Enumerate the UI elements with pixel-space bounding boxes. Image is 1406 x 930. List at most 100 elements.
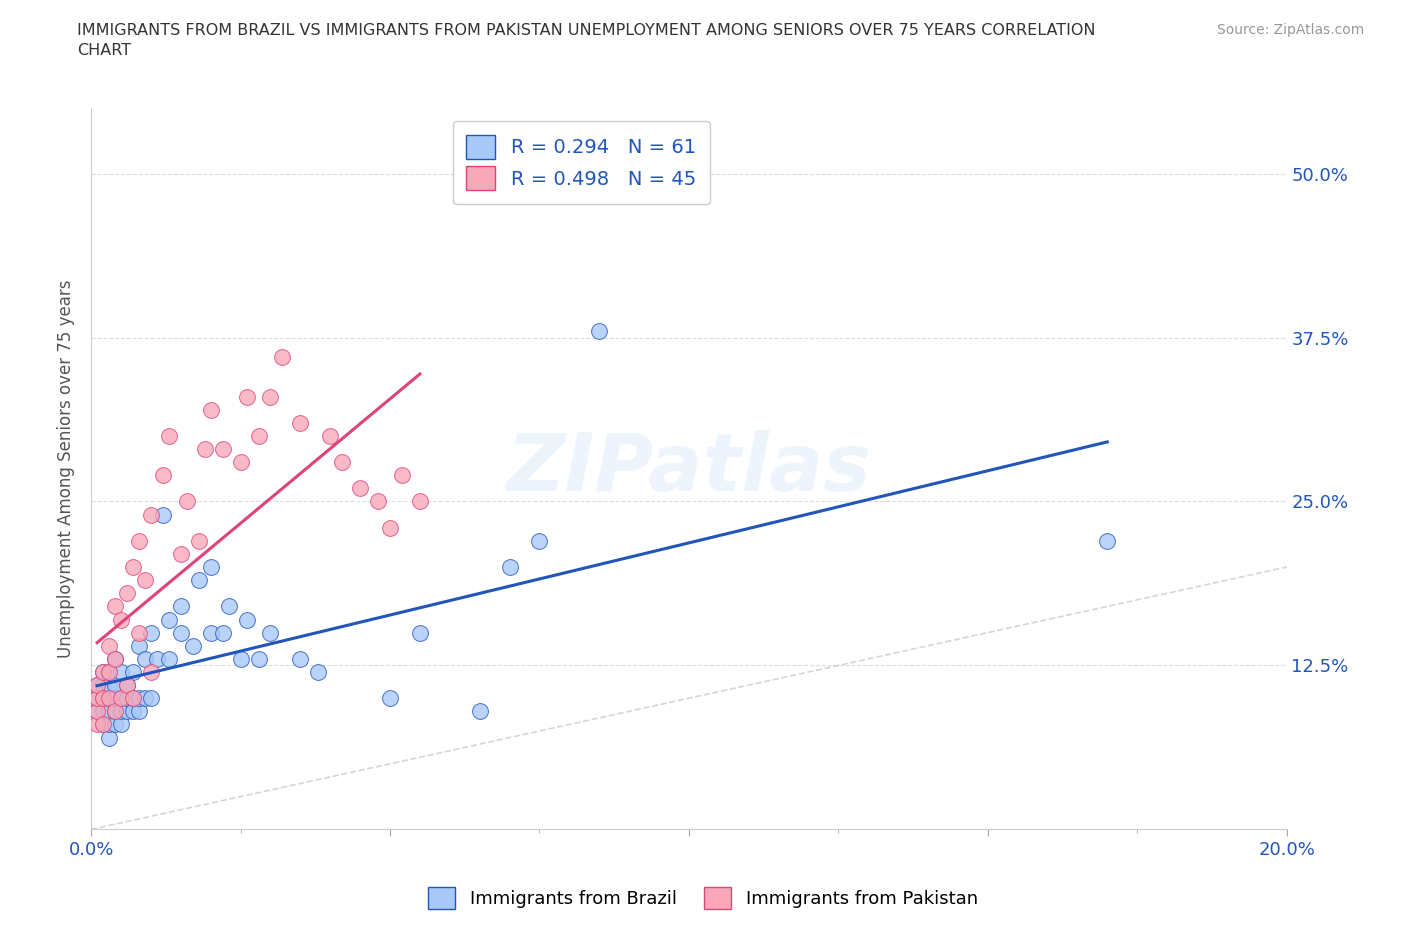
Y-axis label: Unemployment Among Seniors over 75 years: Unemployment Among Seniors over 75 years	[58, 279, 75, 658]
Point	[157, 612, 180, 627]
Point	[122, 704, 145, 719]
Point	[115, 586, 138, 601]
Point	[122, 665, 145, 680]
Point	[110, 612, 132, 627]
Point	[378, 691, 401, 706]
Point	[349, 481, 371, 496]
Point	[122, 691, 145, 706]
Point	[170, 625, 193, 640]
Point	[91, 717, 114, 732]
Point	[86, 717, 108, 732]
Point	[235, 612, 257, 627]
Point	[86, 691, 108, 706]
Point	[139, 691, 162, 706]
Point	[98, 704, 121, 719]
Point	[91, 665, 114, 680]
Point	[211, 625, 233, 640]
Point	[157, 651, 180, 666]
Point	[271, 350, 294, 365]
Point	[200, 625, 222, 640]
Point	[200, 403, 222, 418]
Point	[235, 389, 257, 404]
Point	[330, 455, 353, 470]
Point	[128, 638, 150, 653]
Point	[157, 429, 180, 444]
Point	[146, 651, 169, 666]
Point	[259, 389, 281, 404]
Point	[104, 691, 127, 706]
Point	[152, 468, 174, 483]
Point	[91, 665, 114, 680]
Point	[409, 494, 432, 509]
Point	[200, 560, 222, 575]
Point	[104, 599, 127, 614]
Point	[86, 678, 108, 693]
Point	[391, 468, 413, 483]
Point	[98, 638, 121, 653]
Point	[104, 651, 127, 666]
Point	[86, 691, 108, 706]
Point	[115, 678, 138, 693]
Legend: Immigrants from Brazil, Immigrants from Pakistan: Immigrants from Brazil, Immigrants from …	[422, 880, 984, 916]
Point	[170, 599, 193, 614]
Point	[128, 625, 150, 640]
Point	[98, 717, 121, 732]
Point	[194, 442, 217, 457]
Point	[91, 691, 114, 706]
Point	[211, 442, 233, 457]
Point	[122, 560, 145, 575]
Point	[128, 534, 150, 549]
Point	[378, 520, 401, 535]
Point	[98, 665, 121, 680]
Point	[229, 455, 252, 470]
Point	[98, 678, 121, 693]
Point	[259, 625, 281, 640]
Point	[139, 625, 162, 640]
Point	[187, 534, 209, 549]
Point	[367, 494, 389, 509]
Text: Source: ZipAtlas.com: Source: ZipAtlas.com	[1216, 23, 1364, 37]
Point	[110, 691, 132, 706]
Point	[307, 665, 329, 680]
Point	[98, 691, 121, 706]
Point	[115, 704, 138, 719]
Point	[86, 704, 108, 719]
Point	[110, 704, 132, 719]
Point	[128, 691, 150, 706]
Point	[468, 704, 491, 719]
Point	[98, 691, 121, 706]
Point	[110, 665, 132, 680]
Point	[247, 651, 270, 666]
Point	[247, 429, 270, 444]
Point	[1097, 534, 1119, 549]
Point	[176, 494, 198, 509]
Point	[91, 704, 114, 719]
Point	[139, 507, 162, 522]
Point	[290, 651, 312, 666]
Point	[91, 678, 114, 693]
Point	[91, 691, 114, 706]
Point	[128, 704, 150, 719]
Point	[170, 547, 193, 562]
Point	[134, 691, 156, 706]
Point	[122, 691, 145, 706]
Point	[319, 429, 342, 444]
Point	[498, 560, 520, 575]
Point	[104, 717, 127, 732]
Point	[86, 704, 108, 719]
Point	[139, 665, 162, 680]
Point	[529, 534, 551, 549]
Point	[187, 573, 209, 588]
Point	[229, 651, 252, 666]
Point	[134, 651, 156, 666]
Point	[98, 730, 121, 745]
Point	[86, 678, 108, 693]
Point	[98, 665, 121, 680]
Point	[115, 691, 138, 706]
Text: ZIPatlas: ZIPatlas	[506, 430, 872, 508]
Point	[110, 717, 132, 732]
Point	[104, 651, 127, 666]
Point	[115, 678, 138, 693]
Point	[218, 599, 240, 614]
Point	[588, 324, 610, 339]
